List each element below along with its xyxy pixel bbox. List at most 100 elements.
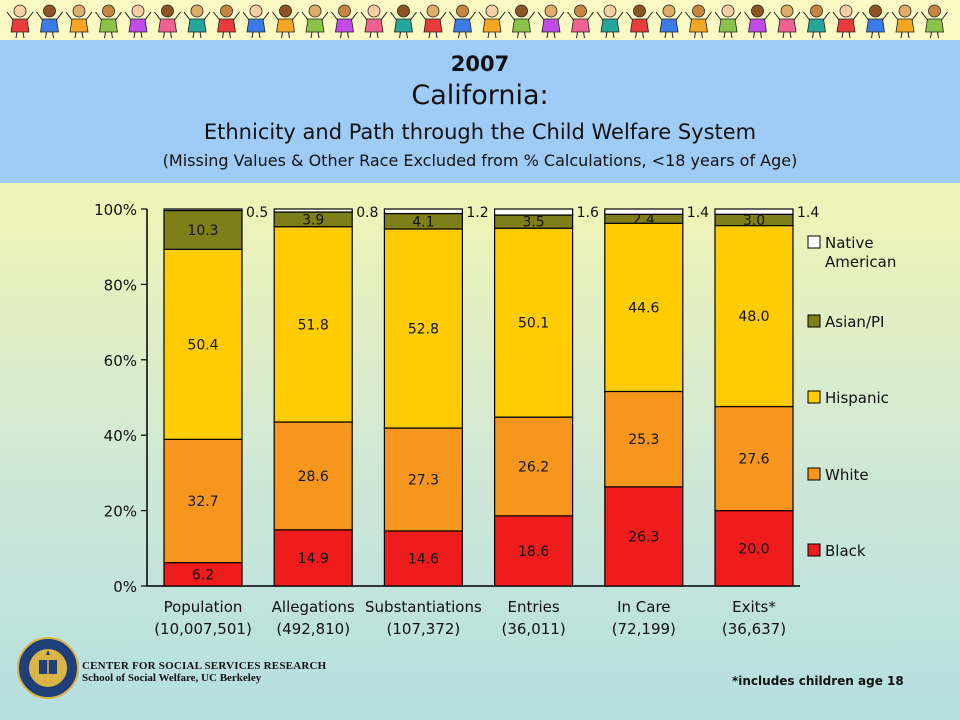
- bar-segment: [163, 438, 243, 564]
- data-label: 3.5: [522, 215, 544, 231]
- x-category-label: In Care: [617, 598, 670, 616]
- x-category-label: Population: [164, 598, 243, 616]
- y-tick-label: 60%: [104, 352, 137, 370]
- kid-figure-icon: [714, 4, 742, 39]
- bar-segment: [604, 222, 684, 393]
- kid-figure-icon: [744, 4, 771, 39]
- kid-figure-icon: [832, 4, 860, 39]
- data-label: 0.5: [246, 205, 268, 221]
- data-label: 50.4: [187, 337, 218, 353]
- x-category-label: Allegations: [272, 598, 355, 616]
- bar-segment: [494, 208, 574, 216]
- data-label: 27.3: [408, 472, 439, 488]
- data-label: 2.4: [633, 212, 655, 228]
- y-tick-label: 40%: [104, 427, 137, 445]
- bar-segment: [714, 224, 794, 408]
- kid-figure-icon: [803, 4, 830, 39]
- chart-note: (Missing Values & Other Race Excluded fr…: [162, 151, 798, 170]
- kid-figure-icon: [6, 4, 34, 39]
- x-category-count: (72,199): [612, 620, 676, 638]
- legend-label: Asian/PI: [825, 313, 884, 331]
- kid-figure-icon: [449, 4, 476, 39]
- x-category-count: (107,372): [387, 620, 461, 638]
- kid-figure-icon: [390, 4, 417, 39]
- kid-figure-icon: [213, 4, 240, 39]
- kid-figure-icon: [626, 4, 653, 39]
- title-band: 2007 California: Ethnicity and Path thro…: [0, 40, 960, 183]
- data-label: 1.6: [577, 205, 599, 221]
- legend-swatch: [807, 314, 821, 328]
- kids-banner-decoration: [0, 0, 960, 40]
- legend-swatch: [807, 467, 821, 481]
- legend-label: Black: [825, 542, 866, 560]
- kid-figure-icon: [154, 4, 181, 39]
- data-label: 6.2: [192, 567, 214, 583]
- data-label: 26.3: [628, 529, 659, 545]
- y-tick-label: 100%: [94, 201, 137, 219]
- data-label: 26.2: [518, 459, 549, 475]
- kid-figure-icon: [685, 4, 712, 39]
- data-label: 51.8: [298, 317, 329, 333]
- legend-label: White: [825, 466, 869, 484]
- bar-segment: [714, 510, 794, 587]
- bar-segment: [163, 248, 243, 440]
- data-label: 27.6: [738, 452, 769, 468]
- kid-figure-icon: [272, 4, 299, 39]
- legend-swatch: [807, 543, 821, 557]
- data-label: 0.8: [356, 205, 378, 221]
- bar-segment: [273, 529, 353, 587]
- data-label: 32.7: [187, 494, 218, 510]
- x-category-count: (492,810): [276, 620, 350, 638]
- legend-swatch: [807, 390, 821, 404]
- bar-segment: [383, 530, 463, 587]
- data-label: 3.9: [302, 212, 324, 228]
- x-category-count: (10,007,501): [154, 620, 252, 638]
- chart-year: 2007: [450, 52, 510, 76]
- data-label: 48.0: [738, 309, 769, 325]
- bar-segment: [494, 227, 574, 418]
- kid-figure-icon: [596, 4, 624, 39]
- org-name: CENTER FOR SOCIAL SERVICES RESEARCH: [82, 660, 327, 672]
- uc-seal-logo: [17, 637, 79, 699]
- bar-segment: [383, 228, 463, 429]
- bar-segment: [494, 515, 574, 587]
- x-category-count: (36,011): [501, 620, 565, 638]
- kids-illustration: [6, 4, 948, 39]
- kid-figure-icon: [537, 4, 565, 39]
- legend-label: Native: [825, 234, 874, 252]
- kid-figure-icon: [862, 4, 889, 39]
- bar-segment: [604, 486, 684, 587]
- data-label: 10.3: [187, 223, 218, 239]
- kid-figure-icon: [921, 4, 948, 39]
- bar-segment: [273, 208, 353, 213]
- bar-segment: [604, 390, 684, 488]
- data-label: 14.9: [298, 551, 329, 567]
- data-label: 25.3: [628, 432, 659, 448]
- kid-figure-icon: [478, 4, 506, 39]
- bar-segment: [273, 421, 353, 531]
- kid-figure-icon: [655, 4, 683, 39]
- data-label: 18.6: [518, 544, 549, 560]
- org-school: School of Social Welfare, UC Berkeley: [82, 672, 262, 684]
- kid-figure-icon: [567, 4, 594, 39]
- data-label: 28.6: [298, 469, 329, 485]
- kid-figure-icon: [183, 4, 211, 39]
- organization-credit: CENTER FOR SOCIAL SERVICES RESEARCH Scho…: [82, 660, 326, 684]
- kid-figure-icon: [65, 4, 93, 39]
- data-label: 1.4: [797, 205, 819, 221]
- data-label: 4.1: [412, 214, 434, 230]
- kid-figure-icon: [242, 4, 270, 39]
- legend-swatch: [807, 235, 821, 249]
- x-category-label: Substantiations: [365, 598, 482, 616]
- legend-label: Hispanic: [825, 389, 889, 407]
- data-label: 1.4: [687, 205, 709, 221]
- bar-segment: [163, 209, 243, 250]
- y-tick-label: 80%: [104, 276, 137, 294]
- x-category-count: (36,637): [722, 620, 786, 638]
- x-category-label: Exits*: [732, 598, 776, 616]
- stacked-bar-chart: 0% 20% 40% 60% 80% 100% 6.2 32.7 50.4 10.3 0.5 Popu…: [94, 201, 896, 638]
- footnote: *includes children age 18: [732, 674, 904, 688]
- data-label: 50.1: [518, 316, 549, 332]
- x-category-label: Entries: [507, 598, 559, 616]
- chart-title: California:: [411, 80, 549, 111]
